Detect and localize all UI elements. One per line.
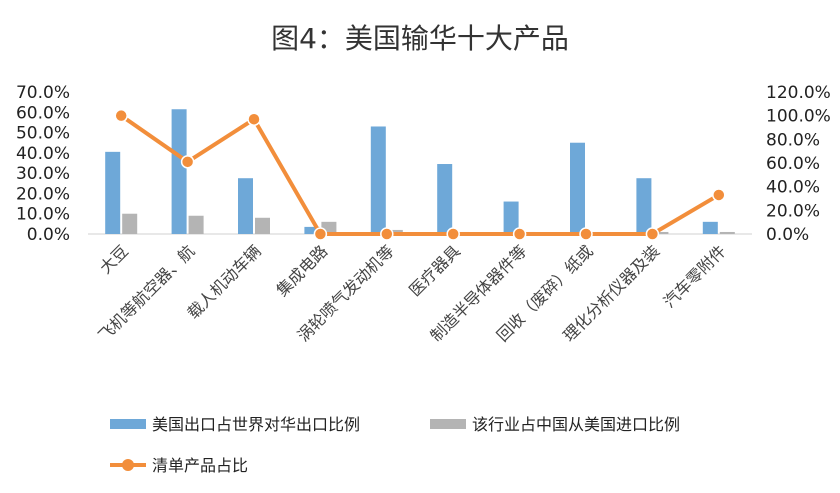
bar-us-export-share [238, 178, 253, 234]
bar-us-export-share [570, 142, 585, 234]
y-left-tick-label: 10.0% [16, 205, 70, 225]
y-right-tick-label: 80.0% [766, 130, 820, 150]
line-point [512, 227, 527, 241]
bar-industry-import-share [122, 213, 138, 234]
bar-industry-import-share [255, 217, 270, 234]
line-series [114, 108, 726, 241]
category-label: 大豆 [96, 241, 132, 277]
y-right-tick-label: 120.0% [766, 83, 831, 103]
y-left-tick-label: 70.0% [16, 83, 70, 103]
bar-us-export-share [370, 126, 386, 234]
bar-us-export-share [304, 226, 320, 234]
category-label: 汽车零附件 [660, 241, 730, 311]
line-list-share [120, 114, 720, 236]
line-point [180, 155, 195, 169]
category-label: 医疗器具 [405, 241, 464, 300]
bar-us-export-share [702, 221, 718, 234]
legend-label-industry-import-share: 该行业占中国从美国进口比例 [472, 415, 680, 434]
bar-industry-import-share [719, 231, 735, 234]
line-point [712, 188, 726, 202]
bar-us-export-share [636, 178, 652, 234]
legend-label-list-share: 清单产品占比 [152, 456, 248, 475]
y-left-tick-label: 0.0% [27, 225, 70, 245]
bar-industry-import-share [188, 215, 204, 234]
line-point [313, 227, 328, 241]
bar-industry-import-share [653, 231, 669, 234]
y-axis-right: 0.0% 20.0% 40.0% 60.0% 80.0% 100.0% 120.0% [766, 83, 831, 245]
legend-swatch-us-export-share [110, 419, 146, 429]
y-right-tick-label: 0.0% [766, 225, 809, 245]
y-right-tick-label: 20.0% [766, 201, 820, 221]
line-point [645, 227, 660, 241]
line-point [114, 108, 128, 123]
legend-label-us-export-share: 美国出口占世界对华出口比例 [152, 415, 360, 434]
line-point [579, 227, 593, 241]
line-point [446, 227, 460, 241]
bar-us-export-share [437, 164, 453, 234]
category-label: 集成电路 [273, 241, 332, 300]
y-right-tick-label: 60.0% [766, 154, 820, 174]
legend-swatch-industry-import-share [430, 419, 466, 429]
bar-us-export-share [503, 201, 519, 234]
line-point [380, 227, 394, 241]
line-point [247, 112, 261, 126]
bar-industry-import-share [387, 229, 403, 234]
bar-us-export-share [105, 151, 121, 234]
y-left-tick-label: 60.0% [16, 103, 70, 123]
chart-title: 图4：美国输华十大产品 [271, 22, 569, 55]
legend-marker-list-share [122, 459, 134, 471]
y-right-tick-label: 100.0% [766, 107, 831, 127]
y-left-tick-label: 40.0% [16, 144, 70, 164]
y-left-tick-label: 50.0% [16, 124, 70, 144]
y-left-tick-label: 20.0% [16, 184, 70, 204]
bar-series [105, 109, 735, 234]
y-left-tick-label: 30.0% [16, 164, 70, 184]
y-right-tick-label: 40.0% [766, 178, 820, 198]
bar-us-export-share [171, 109, 187, 234]
